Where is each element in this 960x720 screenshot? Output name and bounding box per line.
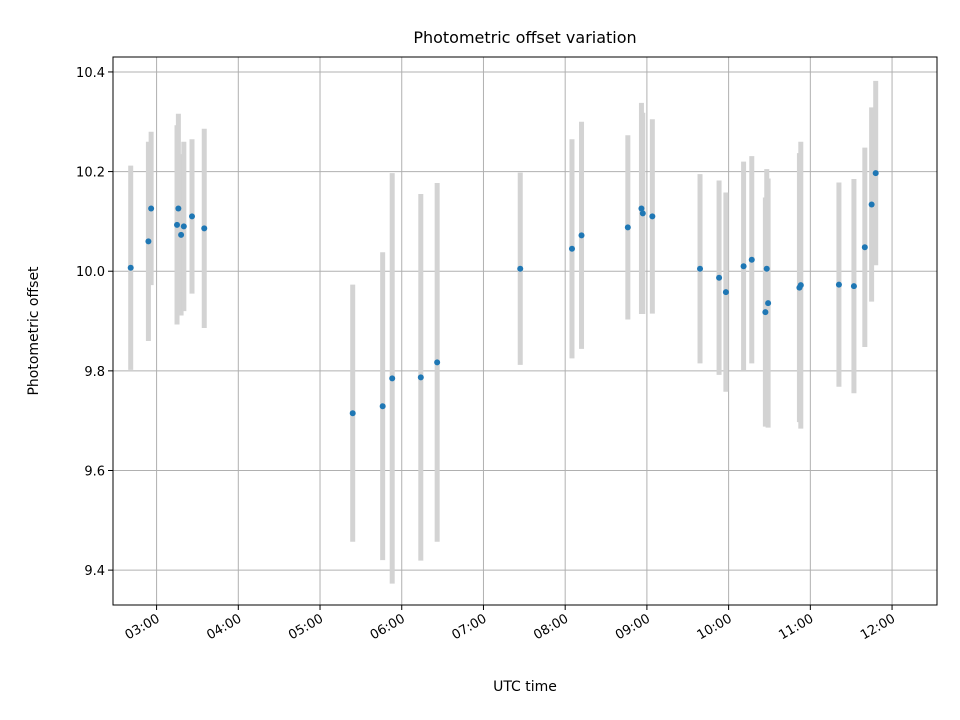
data-point xyxy=(765,300,772,307)
data-point xyxy=(174,221,181,228)
data-point xyxy=(722,289,729,296)
y-tick-label: 10.2 xyxy=(76,166,105,181)
data-point xyxy=(201,225,208,232)
data-point xyxy=(763,265,770,272)
data-point xyxy=(180,223,187,230)
data-point xyxy=(872,170,879,177)
data-point xyxy=(850,283,857,290)
data-point xyxy=(697,265,704,272)
data-points xyxy=(127,170,879,417)
data-point xyxy=(188,213,195,220)
y-tick-label: 10.0 xyxy=(76,265,105,280)
data-point xyxy=(175,205,182,212)
x-axis-label: UTC time xyxy=(493,679,557,695)
y-axis-ticks: 9.4 9.6 9.8 10.0 10.2 10.4 xyxy=(76,66,113,579)
data-point xyxy=(868,201,875,208)
data-point xyxy=(797,282,804,289)
data-point xyxy=(148,205,155,212)
data-point xyxy=(762,309,769,316)
data-point xyxy=(639,210,646,217)
data-point xyxy=(748,256,755,263)
y-tick-label: 10.4 xyxy=(76,66,105,81)
data-point xyxy=(649,213,656,220)
data-point xyxy=(517,265,524,272)
data-point xyxy=(178,231,185,238)
y-tick-label: 9.6 xyxy=(84,464,105,479)
plot-frame xyxy=(112,56,938,606)
data-point xyxy=(568,245,575,252)
grid-lines xyxy=(113,57,937,605)
data-point xyxy=(127,264,134,271)
y-tick-label: 9.4 xyxy=(84,564,105,579)
data-point xyxy=(624,224,631,231)
data-point xyxy=(716,274,723,281)
data-point xyxy=(379,403,386,410)
y-tick-label: 9.8 xyxy=(84,365,105,380)
data-point xyxy=(434,359,441,366)
data-point xyxy=(578,232,585,239)
data-point xyxy=(145,238,152,245)
data-point xyxy=(740,263,747,270)
chart-title: Photometric offset variation xyxy=(413,28,636,47)
data-point xyxy=(861,244,868,251)
y-axis-label: Photometric offset xyxy=(26,266,42,396)
data-point xyxy=(638,205,645,212)
data-point xyxy=(349,410,356,417)
data-point xyxy=(417,374,424,381)
data-point xyxy=(389,375,396,382)
data-point xyxy=(835,281,842,288)
